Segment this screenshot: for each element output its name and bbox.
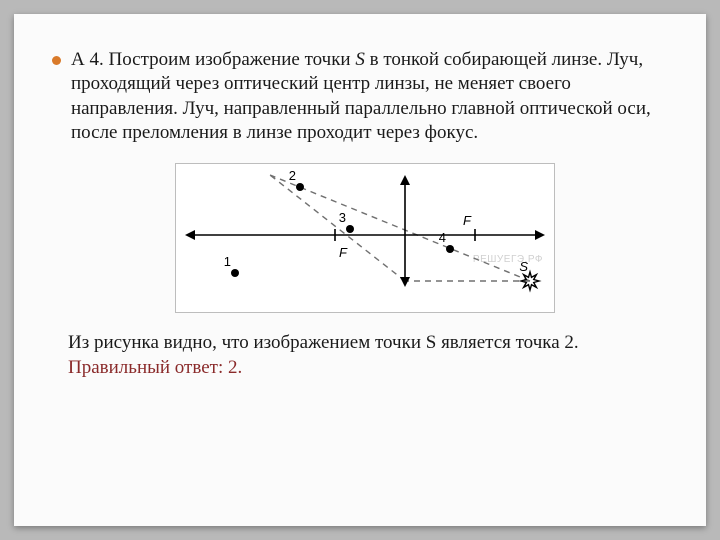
slide: А 4. Построим изображение точки S в тонк… [14,14,706,526]
svg-text:F: F [339,245,348,260]
question-prefix: А 4. [71,49,108,70]
svg-text:2: 2 [289,168,296,183]
svg-text:1: 1 [224,254,231,269]
conclusion-1: Из рисунка видно, что изображением точки [68,332,426,353]
question-body-1: Построим изображение точки [108,49,355,70]
svg-text:РЕШУЕГЭ.РФ: РЕШУЕГЭ.РФ [473,254,543,265]
conclusion-var-S: S [426,332,437,353]
conclusion-2: является точка 2. [436,332,578,353]
svg-text:3: 3 [339,210,346,225]
question-var-S: S [355,49,365,70]
figure-container: РЕШУЕГЭ.РФ F F 1 2 3 4 S [68,163,662,313]
svg-text:F: F [463,213,472,228]
lens-diagram: РЕШУЕГЭ.РФ F F 1 2 3 4 S [175,163,555,313]
svg-text:S: S [519,259,528,274]
bullet-icon [52,56,61,65]
svg-text:4: 4 [439,230,446,245]
conclusion-paragraph: Из рисунка видно, что изображением точки… [68,331,662,356]
question-paragraph: А 4. Построим изображение точки S в тонк… [71,48,662,145]
answer-line: Правильный ответ: 2. [68,356,662,381]
bullet-item: А 4. Построим изображение точки S в тонк… [68,48,662,145]
